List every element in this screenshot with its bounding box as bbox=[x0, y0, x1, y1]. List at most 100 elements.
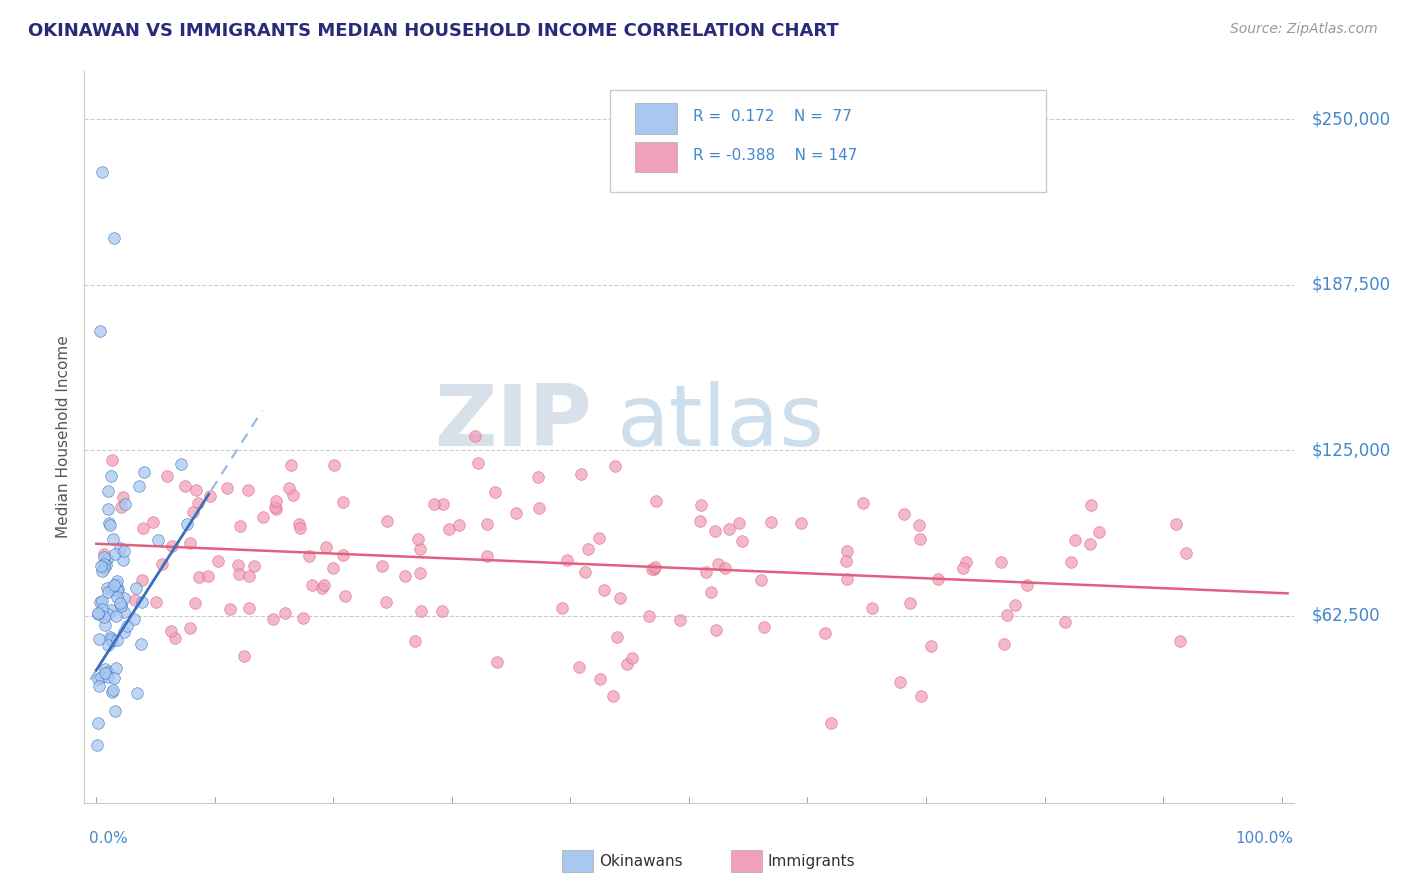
Point bbox=[112, 490, 135, 504]
Point bbox=[96, 581, 118, 595]
Point bbox=[1064, 533, 1087, 548]
Point bbox=[332, 548, 354, 562]
Point bbox=[89, 670, 111, 684]
Point bbox=[409, 566, 432, 580]
Point bbox=[217, 481, 239, 495]
Point bbox=[129, 637, 152, 651]
Text: $250,000: $250,000 bbox=[1312, 110, 1391, 128]
Point bbox=[262, 612, 284, 626]
Point bbox=[837, 572, 859, 586]
Point bbox=[104, 547, 127, 561]
Point bbox=[602, 690, 624, 704]
Point bbox=[589, 673, 612, 687]
Point bbox=[280, 458, 302, 473]
Point bbox=[603, 459, 626, 474]
Point bbox=[908, 517, 931, 532]
Point bbox=[105, 590, 128, 604]
Point bbox=[1175, 546, 1198, 560]
Point bbox=[669, 613, 692, 627]
Point bbox=[124, 593, 146, 607]
Text: $62,500: $62,500 bbox=[1312, 607, 1381, 625]
Point bbox=[91, 564, 114, 578]
Point bbox=[93, 609, 115, 624]
Point bbox=[146, 533, 169, 547]
Point bbox=[860, 600, 883, 615]
Point bbox=[101, 682, 124, 697]
Point bbox=[104, 704, 127, 718]
Point bbox=[835, 544, 858, 558]
Point bbox=[197, 569, 219, 583]
Point bbox=[555, 553, 578, 567]
Point bbox=[142, 516, 165, 530]
Point bbox=[219, 602, 242, 616]
Point bbox=[187, 496, 209, 510]
Point bbox=[323, 458, 346, 472]
Point bbox=[835, 554, 858, 568]
Point bbox=[814, 626, 837, 640]
Point bbox=[527, 470, 550, 484]
Point bbox=[228, 567, 250, 582]
Point bbox=[718, 522, 741, 536]
Point bbox=[105, 577, 128, 591]
Point bbox=[1004, 598, 1026, 612]
Point bbox=[893, 507, 915, 521]
Point bbox=[406, 533, 429, 547]
Point bbox=[274, 606, 297, 620]
Point bbox=[236, 483, 259, 498]
Point bbox=[1053, 615, 1076, 629]
Point bbox=[186, 483, 208, 497]
Point bbox=[714, 561, 737, 575]
Point bbox=[93, 547, 115, 561]
Point bbox=[91, 165, 114, 179]
Text: ZIP: ZIP bbox=[434, 381, 592, 464]
Text: Okinawans: Okinawans bbox=[599, 855, 682, 869]
Point bbox=[375, 514, 398, 528]
Point bbox=[475, 549, 498, 564]
Point bbox=[314, 578, 336, 592]
Point bbox=[993, 637, 1015, 651]
Point bbox=[103, 533, 125, 547]
Point bbox=[97, 584, 120, 599]
Point bbox=[644, 560, 666, 574]
Point bbox=[609, 591, 631, 605]
Point bbox=[101, 685, 124, 699]
Point bbox=[281, 488, 304, 502]
Point bbox=[574, 566, 596, 580]
Point bbox=[107, 582, 129, 597]
Point bbox=[112, 606, 135, 620]
Point bbox=[439, 521, 461, 535]
Point bbox=[179, 535, 201, 549]
Point bbox=[790, 516, 813, 530]
Point bbox=[569, 467, 592, 481]
Point bbox=[588, 531, 610, 545]
Point bbox=[89, 324, 111, 338]
Point bbox=[101, 582, 124, 597]
Point bbox=[333, 589, 356, 603]
Point bbox=[700, 584, 723, 599]
Point bbox=[529, 500, 551, 515]
Point bbox=[108, 596, 131, 610]
Point bbox=[927, 572, 949, 586]
Text: 0.0%: 0.0% bbox=[89, 831, 128, 846]
Point bbox=[606, 630, 628, 644]
Point bbox=[152, 558, 174, 572]
Point bbox=[110, 598, 132, 612]
Text: Source: ZipAtlas.com: Source: ZipAtlas.com bbox=[1230, 22, 1378, 37]
Point bbox=[322, 561, 344, 575]
Point bbox=[110, 599, 132, 614]
Point bbox=[689, 498, 711, 512]
Point bbox=[706, 557, 728, 571]
Text: R =  0.172    N =  77: R = 0.172 N = 77 bbox=[693, 109, 852, 124]
Point bbox=[207, 554, 229, 568]
Point bbox=[87, 715, 110, 730]
Point bbox=[754, 620, 776, 634]
Point bbox=[375, 594, 398, 608]
Point bbox=[620, 651, 643, 665]
Point bbox=[94, 558, 117, 572]
Point bbox=[592, 583, 614, 598]
Point bbox=[97, 607, 120, 621]
Point bbox=[889, 675, 911, 690]
Point bbox=[115, 618, 138, 632]
Point bbox=[1078, 537, 1101, 551]
Point bbox=[1017, 578, 1039, 592]
